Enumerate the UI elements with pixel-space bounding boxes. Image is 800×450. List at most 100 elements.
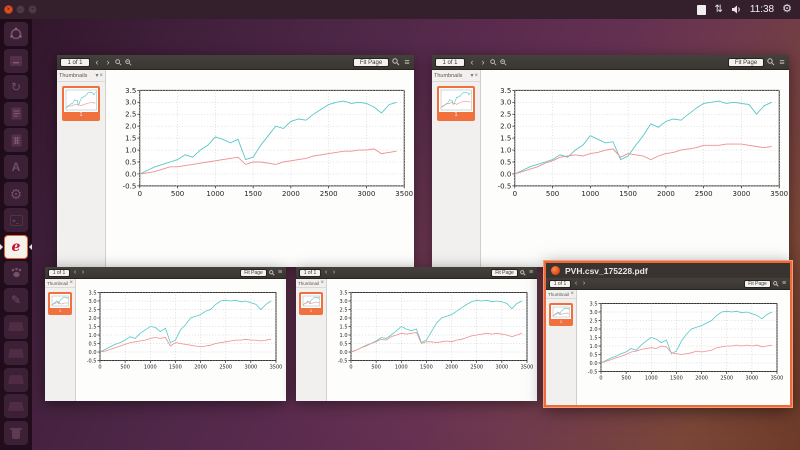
drive-icon[interactable] (4, 367, 28, 392)
sidebar-header-label: Thumbnails (434, 72, 463, 79)
svg-text:1000: 1000 (206, 190, 224, 198)
svg-text:1000: 1000 (581, 190, 599, 198)
svg-text:2000: 2000 (282, 190, 300, 198)
page-thumbnail[interactable]: 1 (299, 292, 323, 315)
sidebar-close-icon[interactable]: × (99, 72, 103, 79)
svg-text:500: 500 (371, 365, 381, 371)
document-page[interactable]: -0.5 0.0 0.5 1.0 1.5 2.0 2.5 3.0 3.5 0 500 1000 1500… (327, 279, 537, 401)
next-page-button[interactable]: › (81, 268, 85, 276)
page-indicator[interactable]: 1 of 1 (60, 57, 90, 67)
session-gear-icon[interactable]: ⚙ (782, 3, 792, 15)
maximize-button[interactable]: + (28, 5, 37, 14)
thumbnails-sidebar: Thumbnails × 1 (296, 279, 327, 401)
thumbnail-page-number: 1 (79, 112, 83, 118)
drive-icon[interactable] (4, 394, 28, 419)
svg-text:3000: 3000 (358, 190, 376, 198)
ubuntu-dash-icon[interactable] (4, 22, 28, 46)
software-store-icon[interactable]: A (4, 155, 28, 179)
evince-window-bottom-left[interactable]: 1 of 1 ‹ › Fit Page ≡ Thumbnails × 1 (45, 267, 286, 401)
zoom-level-dropdown[interactable]: Fit Page (353, 57, 389, 67)
svg-text:>_: >_ (12, 218, 19, 224)
zoom-in-icon[interactable] (125, 58, 132, 66)
search-icon[interactable] (392, 58, 400, 66)
trash-icon[interactable] (4, 421, 28, 445)
svg-text:2.5: 2.5 (340, 307, 348, 313)
sidebar-close-icon[interactable]: × (320, 280, 324, 286)
document-page[interactable]: -0.5 0.0 0.5 1.0 1.5 2.0 2.5 3.0 3.5 0 500 1000 1500… (76, 279, 286, 401)
swirl-app-icon[interactable]: ↻ (4, 75, 28, 100)
page-indicator[interactable]: 1 of 1 (48, 268, 70, 277)
zoom-level-dropdown[interactable]: Fit Page (744, 279, 771, 288)
terminal-icon[interactable]: >_ (4, 208, 28, 233)
next-page-button[interactable]: › (481, 57, 485, 67)
network-updown-icon[interactable]: ⇅ (714, 4, 723, 15)
evince-icon[interactable]: e (4, 234, 28, 259)
evince-window-bottom-middle[interactable]: 1 of 1 ‹ › Fit Page ≡ Thumbnails × 1 (296, 267, 537, 401)
volume-icon[interactable] (731, 4, 742, 15)
svg-text:-0.5: -0.5 (338, 358, 348, 364)
zoom-level-dropdown[interactable]: Fit Page (240, 268, 267, 277)
titlebar[interactable]: PVH.csv_175228.pdf (546, 263, 790, 278)
text-editor-pencil-icon[interactable]: ✎ (4, 288, 28, 312)
search-icon[interactable] (767, 58, 775, 66)
evince-window-bottom-right-selected[interactable]: PVH.csv_175228.pdf 1 of 1 ‹ › Fit Page ≡… (544, 261, 792, 407)
minimize-button[interactable]: – (16, 5, 25, 14)
menu-icon[interactable]: ≡ (277, 268, 283, 276)
menu-icon[interactable]: ≡ (404, 57, 410, 67)
sidebar-close-icon[interactable]: × (570, 291, 574, 297)
zoom-in-icon[interactable] (500, 58, 507, 66)
page-indicator[interactable]: 1 of 1 (435, 57, 465, 67)
previous-page-button[interactable]: ‹ (470, 57, 474, 67)
sidebar-close-icon[interactable]: × (474, 72, 478, 79)
svg-text:0.0: 0.0 (340, 350, 348, 356)
search-icon[interactable] (269, 269, 275, 276)
zoom-level-dropdown[interactable]: Fit Page (728, 57, 764, 67)
svg-text:3.0: 3.0 (89, 299, 97, 305)
svg-text:1500: 1500 (244, 190, 262, 198)
thumbnail-chart (64, 88, 98, 112)
files-icon[interactable] (4, 48, 28, 73)
drive-icon[interactable] (4, 341, 28, 366)
next-page-button[interactable]: › (332, 268, 336, 276)
thumbnail-chart (50, 294, 70, 308)
previous-page-button[interactable]: ‹ (73, 268, 77, 276)
menu-icon[interactable]: ≡ (779, 57, 785, 67)
document-page[interactable]: -0.5 0.0 0.5 1.0 1.5 2.0 2.5 3.0 3.5 0 500 1000 1500… (106, 70, 414, 267)
notes-indicator-icon[interactable] (697, 4, 707, 15)
spreadsheet-document-icon[interactable] (4, 128, 28, 153)
previous-page-button[interactable]: ‹ (574, 279, 578, 287)
next-page-button[interactable]: › (106, 57, 110, 67)
zoom-out-icon[interactable] (490, 58, 497, 66)
evince-window-top-left[interactable]: 1 of 1 ‹ › Fit Page ≡ Thumbnails ▾ × 1 (57, 55, 414, 267)
svg-text:1.5: 1.5 (500, 135, 511, 143)
settings-gear-icon[interactable]: ⚙ (4, 181, 28, 206)
previous-page-button[interactable]: ‹ (95, 57, 99, 67)
page-indicator[interactable]: 1 of 1 (299, 268, 321, 277)
drive-icon[interactable] (4, 314, 28, 339)
svg-text:2500: 2500 (219, 365, 232, 371)
menu-icon[interactable]: ≡ (528, 268, 534, 276)
page-thumbnail[interactable]: 1 (62, 86, 100, 121)
zoom-level-dropdown[interactable]: Fit Page (491, 268, 518, 277)
zoom-out-icon[interactable] (115, 58, 122, 66)
document-page[interactable]: -0.5 0.0 0.5 1.0 1.5 2.0 2.5 3.0 3.5 0 500 1000 1500… (481, 70, 789, 267)
svg-text:3000: 3000 (745, 376, 758, 382)
page-thumbnail[interactable]: 1 (437, 86, 475, 121)
search-icon[interactable] (520, 269, 526, 276)
search-icon[interactable] (773, 280, 779, 287)
sidebar-dropdown-icon[interactable]: ▾ (95, 72, 99, 79)
page-thumbnail[interactable]: 1 (48, 292, 72, 315)
paw-app-icon[interactable] (4, 261, 28, 286)
close-button[interactable]: × (4, 5, 13, 14)
sidebar-dropdown-icon[interactable]: ▾ (470, 72, 474, 79)
clock[interactable]: 11:38 (749, 4, 775, 15)
writer-document-icon[interactable] (4, 101, 28, 126)
menu-icon[interactable]: ≡ (781, 279, 787, 287)
previous-page-button[interactable]: ‹ (324, 268, 328, 276)
page-indicator[interactable]: 1 of 1 (549, 279, 571, 288)
page-thumbnail[interactable]: 1 (549, 303, 573, 326)
next-page-button[interactable]: › (582, 279, 586, 287)
sidebar-close-icon[interactable]: × (69, 280, 73, 286)
evince-window-top-right[interactable]: 1 of 1 ‹ › Fit Page ≡ Thumbnails ▾ × 1 (432, 55, 789, 267)
document-page[interactable]: -0.5 0.0 0.5 1.0 1.5 2.0 2.5 3.0 3.5 0 500 1000 1500… (577, 290, 790, 405)
